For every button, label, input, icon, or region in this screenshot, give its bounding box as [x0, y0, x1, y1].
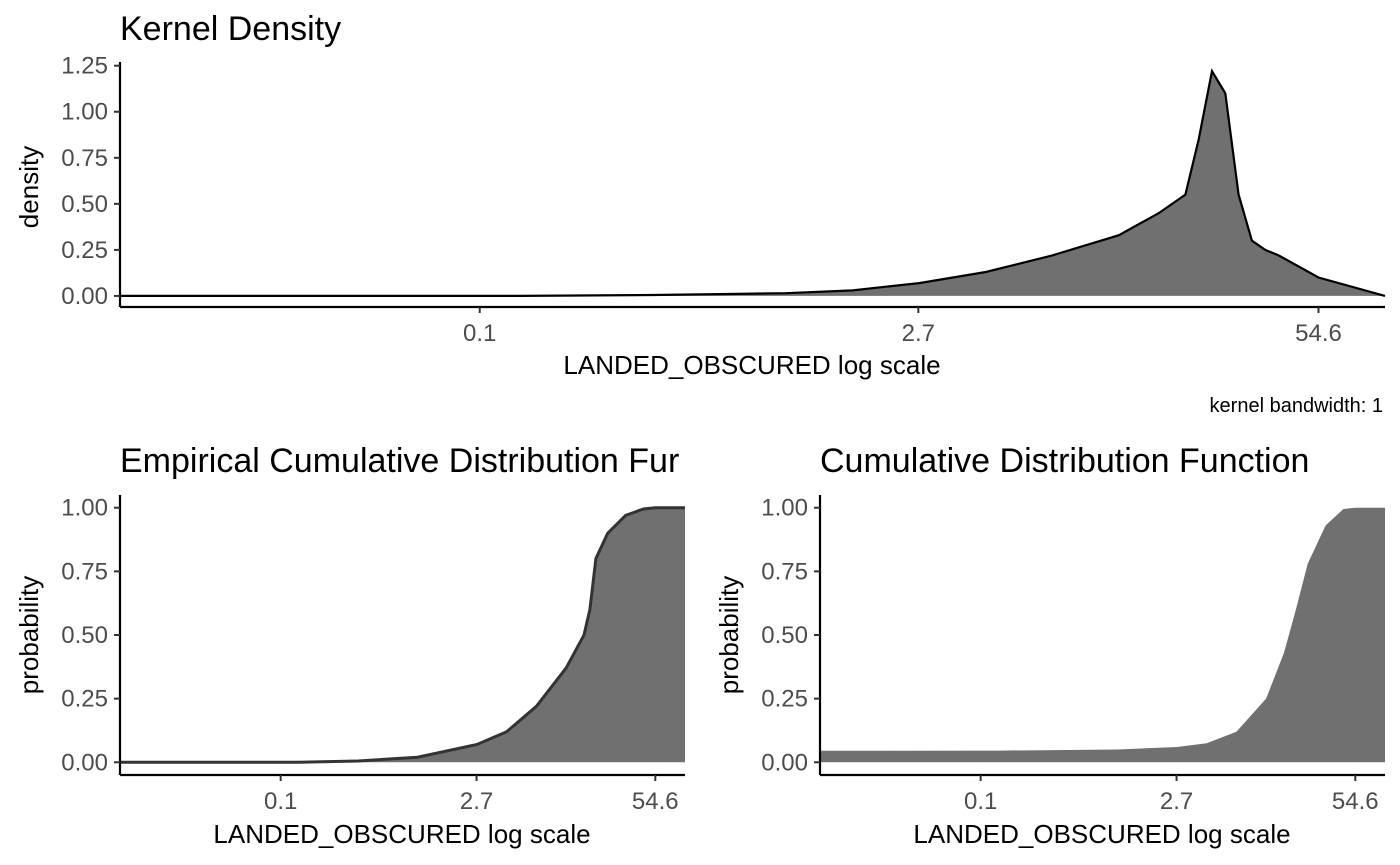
ecdf-y-tick-label: 0.25 [61, 686, 108, 713]
kernel-density-y-tick-label: 0.25 [61, 237, 108, 264]
ecdf-panel: Empirical Cumulative Distribution Fur pr… [14, 442, 685, 849]
ecdf-y-tick-label: 0.50 [61, 622, 108, 649]
cdf-y-tick-label: 1.00 [761, 495, 808, 522]
cdf-y-tick-label: 0.00 [761, 749, 808, 776]
ecdf-y-tick-label: 0.00 [61, 749, 108, 776]
ecdf-curve-line [120, 506, 685, 764]
ecdf-y-label: probability [14, 576, 44, 695]
cdf-y-tick-label: 0.25 [761, 686, 808, 713]
kernel-density-y-tick-label: 1.25 [61, 53, 108, 80]
kernel-density-x-tick-label: 0.1 [463, 320, 496, 347]
kernel-density-y-tick-label: 0.75 [61, 145, 108, 172]
cdf-y-label: probability [714, 576, 744, 695]
kernel-density-title: Kernel Density [120, 10, 341, 48]
cdf-x-tick-label: 2.7 [1160, 788, 1193, 815]
kernel-density-x-tick-label: 2.7 [902, 320, 935, 347]
kernel-bandwidth-caption: kernel bandwidth: 1 [1210, 395, 1383, 417]
kernel-density-y-tick-label: 0.50 [61, 191, 108, 218]
kernel-density-curve-line [120, 68, 1386, 297]
kernel-density-y-tick-label: 1.00 [61, 99, 108, 126]
cdf-y-tick-label: 0.75 [761, 558, 808, 585]
ecdf-y-tick-label: 0.75 [61, 558, 108, 585]
kernel-density-y-tick-label: 0.00 [61, 283, 108, 310]
ecdf-y-tick-label: 1.00 [61, 495, 108, 522]
kernel-density-x-tick-label: 54.6 [1295, 320, 1342, 347]
cdf-area [820, 507, 1385, 763]
kernel-density-panel: Kernel Density density LANDED_OBSCURED l… [14, 10, 1386, 417]
cdf-x-tick-label: 54.6 [1332, 788, 1379, 815]
kernel-density-area [120, 71, 1385, 296]
cdf-x-tick-label: 0.1 [964, 788, 997, 815]
ecdf-x-tick-label: 54.6 [632, 788, 679, 815]
cdf-x-label: LANDED_OBSCURED log scale [913, 819, 1290, 849]
ecdf-x-tick-label: 2.7 [460, 788, 493, 815]
ecdf-x-label: LANDED_OBSCURED log scale [213, 819, 590, 849]
ecdf-title: Empirical Cumulative Distribution Fur [120, 442, 679, 480]
ecdf-x-tick-label: 0.1 [264, 788, 297, 815]
kernel-density-x-label: LANDED_OBSCURED log scale [563, 350, 940, 380]
kernel-density-y-label: density [14, 146, 44, 228]
cdf-y-tick-label: 0.50 [761, 622, 808, 649]
cdf-title: Cumulative Distribution Function [820, 442, 1309, 480]
cdf-panel: Cumulative Distribution Function probabi… [714, 442, 1385, 849]
